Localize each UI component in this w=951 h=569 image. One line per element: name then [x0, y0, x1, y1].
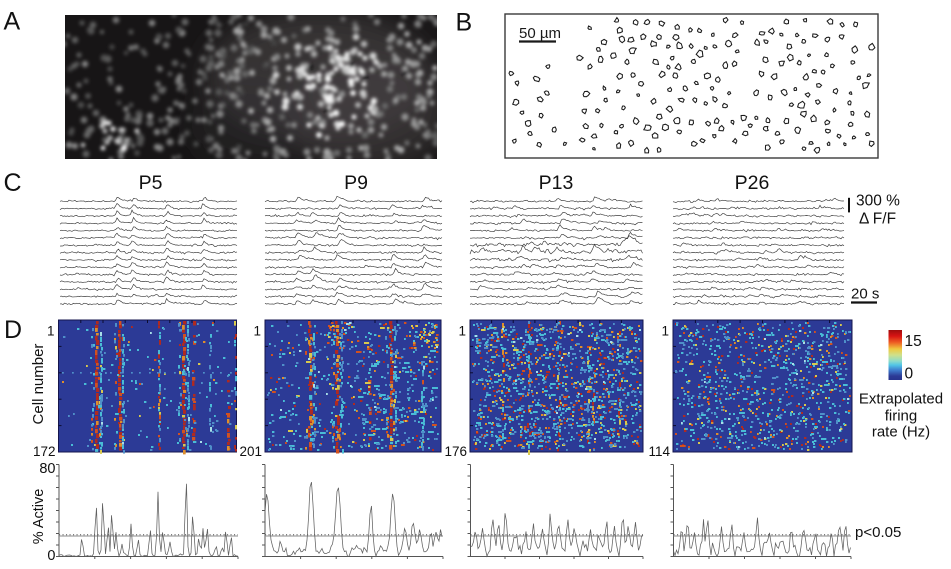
svg-text:300 %: 300 %: [856, 193, 900, 210]
svg-text:172: 172: [33, 444, 56, 459]
svg-text:firing: firing: [885, 408, 918, 425]
svg-text:0: 0: [905, 366, 914, 383]
svg-text:p<0.05: p<0.05: [855, 524, 901, 541]
svg-text:1: 1: [47, 324, 55, 339]
svg-text:Extrapolated: Extrapolated: [859, 391, 943, 408]
svg-text:A: A: [4, 8, 21, 36]
svg-text:20 s: 20 s: [851, 286, 879, 303]
svg-text:% Active: % Active: [31, 489, 47, 545]
svg-text:1: 1: [253, 324, 261, 339]
svg-text:176: 176: [444, 444, 467, 459]
svg-text:C: C: [4, 169, 22, 197]
svg-text:80: 80: [39, 461, 55, 477]
svg-text:201: 201: [239, 444, 262, 459]
svg-text:1: 1: [661, 324, 669, 339]
svg-text:B: B: [456, 9, 473, 37]
svg-text:114: 114: [648, 444, 670, 459]
svg-text:P26: P26: [735, 172, 770, 194]
svg-text:P5: P5: [139, 172, 163, 194]
svg-text:D: D: [4, 316, 22, 344]
svg-text:Δ F/F: Δ F/F: [859, 211, 896, 228]
svg-text:15: 15: [905, 333, 922, 350]
svg-text:P9: P9: [344, 172, 368, 194]
svg-text:0: 0: [47, 548, 55, 564]
svg-text:50 µm: 50 µm: [519, 25, 561, 42]
svg-text:1: 1: [458, 324, 466, 339]
svg-text:rate (Hz): rate (Hz): [872, 424, 930, 441]
svg-text:P13: P13: [539, 172, 574, 194]
svg-text:Cell number: Cell number: [30, 344, 47, 425]
